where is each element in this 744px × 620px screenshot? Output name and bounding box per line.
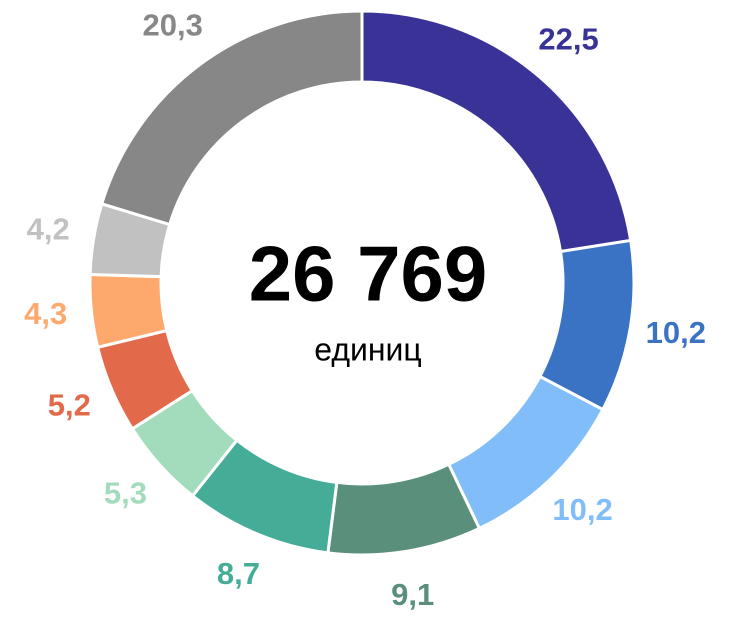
center-sublabel: единиц [314,331,422,367]
value-label: 4,3 [24,296,67,331]
value-label: 9,1 [391,577,434,612]
value-label: 4,2 [27,211,70,246]
center-label: 26 769 [249,230,488,318]
donut-segment [99,9,364,227]
value-label: 8,7 [217,556,260,591]
value-label: 22,5 [538,21,598,56]
value-label: 5,2 [48,388,91,423]
donut-segment [326,462,482,557]
value-label: 20,3 [142,8,202,43]
value-label: 5,3 [104,476,147,511]
value-label: 10,2 [552,492,612,527]
value-label: 10,2 [646,315,706,350]
